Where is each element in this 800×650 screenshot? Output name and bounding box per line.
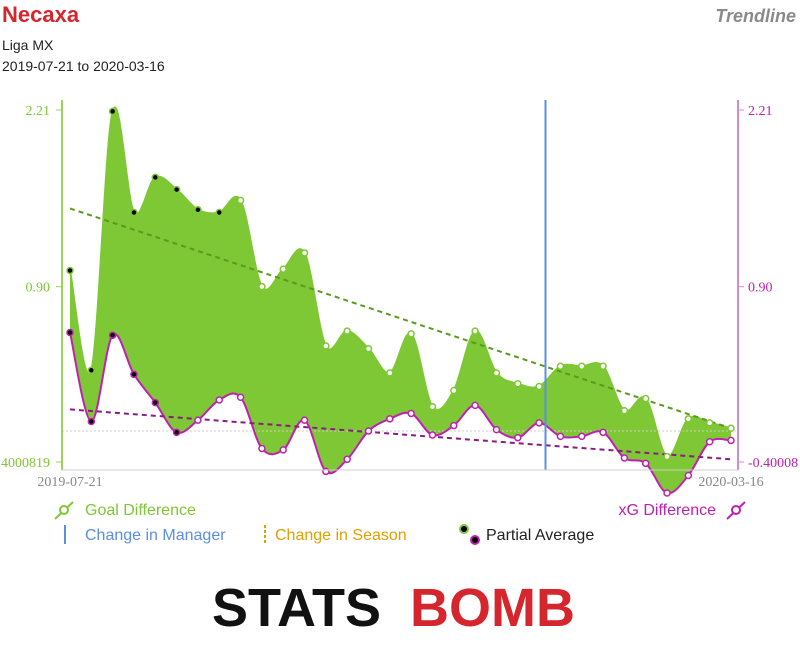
goal-difference-point — [641, 394, 650, 403]
xg-difference-point — [450, 421, 458, 430]
goal-difference-point — [620, 406, 629, 415]
xg-difference-point — [620, 454, 629, 462]
legend-goal-difference: Goal Difference — [85, 502, 196, 519]
xg-difference-point — [130, 370, 138, 379]
xg-difference-point — [322, 467, 330, 476]
xg-difference-point — [194, 416, 202, 424]
xg-difference-point — [258, 444, 266, 453]
legend: Goal Difference xG Difference Change in … — [54, 501, 746, 545]
goal-difference-point — [87, 366, 96, 375]
xg-difference-point — [684, 471, 693, 480]
statsbomb-logo: STATS BOMB — [212, 578, 575, 638]
xg-difference-point — [300, 416, 309, 424]
legend-xg-difference-icon — [726, 501, 746, 520]
goal-difference-point — [236, 196, 245, 205]
xg-difference-point — [87, 417, 96, 426]
goal-difference-point — [279, 265, 287, 273]
legend-change-season: Change in Season — [275, 527, 407, 544]
goal-difference-point — [428, 402, 437, 411]
xg-difference-point — [492, 425, 501, 434]
goal-difference-point — [556, 362, 565, 370]
legend-partial-average-icon — [459, 524, 480, 545]
goal-difference-point — [194, 206, 202, 214]
xg-difference-point — [279, 446, 287, 454]
xg-difference-point — [66, 328, 74, 337]
goal-difference-point — [535, 382, 543, 391]
xg-difference-point — [364, 427, 373, 435]
xg-difference-point — [386, 415, 394, 423]
left-tick-label: -0.4000819 — [0, 456, 50, 471]
xg-difference-point — [641, 459, 650, 468]
goal-difference-point — [492, 369, 501, 377]
goal-difference-point — [450, 386, 458, 395]
goal-difference-point — [215, 208, 224, 217]
xg-difference-point — [236, 393, 245, 402]
goal-difference-point — [151, 173, 160, 182]
right-tick-label: 0.90 — [748, 281, 773, 296]
team-title: Necaxa — [2, 2, 80, 27]
logo-bomb: BOMB — [410, 578, 575, 638]
goal-difference-point — [727, 424, 735, 433]
goal-difference-trendline — [69, 207, 732, 430]
xg-difference-point — [535, 419, 543, 427]
xg-difference-point — [407, 409, 415, 418]
goal-difference-point — [322, 342, 330, 350]
xg-difference-point — [471, 401, 479, 410]
x-tick-end: 2020-03-16 — [698, 475, 763, 490]
xg-difference-point — [343, 455, 351, 464]
left-tick-label: 0.90 — [26, 281, 51, 296]
xg-difference-point — [727, 436, 735, 445]
goal-difference-point — [386, 369, 394, 377]
xg-difference-point — [172, 428, 181, 437]
competition-label: Liga MX — [2, 37, 54, 53]
right-tick-label: 2.21 — [748, 104, 773, 119]
xg-difference-point — [577, 432, 586, 441]
xg-difference-point — [108, 331, 117, 339]
goal-difference-point — [577, 362, 586, 370]
legend-xg-difference: xG Difference — [618, 502, 716, 519]
trendline-mode-label: Trendline — [715, 6, 796, 26]
xg-difference-point — [556, 432, 565, 441]
goal-difference-line — [69, 106, 732, 458]
right-tick-label: -0.40008 — [748, 456, 798, 471]
goal-difference-point — [258, 282, 266, 291]
logo-stats: STATS — [212, 578, 381, 638]
xg-difference-point — [514, 433, 522, 442]
xg-difference-point — [705, 438, 714, 446]
xg-difference-point — [663, 489, 671, 497]
goal-difference-point — [343, 327, 351, 335]
left-tick-label: 2.21 — [26, 104, 51, 119]
goal-difference-point — [705, 419, 714, 427]
xg-difference-point — [151, 398, 160, 407]
goal-xg-difference-area — [70, 107, 731, 494]
xg-difference-trendline — [69, 408, 732, 461]
goal-difference-point — [407, 330, 415, 338]
goal-difference-point — [364, 344, 373, 353]
legend-goal-difference-icon — [54, 501, 74, 520]
xg-difference-point — [215, 396, 224, 404]
xg-difference-point — [599, 428, 607, 437]
goal-difference-point — [514, 380, 522, 388]
x-tick-start: 2019-07-21 — [37, 475, 102, 490]
goal-difference-point — [663, 452, 671, 461]
legend-partial-average: Partial Average — [486, 527, 594, 544]
goal-difference-point — [471, 327, 479, 335]
goal-difference-point — [130, 208, 138, 217]
goal-difference-point — [172, 185, 181, 194]
goal-difference-point — [300, 249, 309, 257]
legend-change-manager: Change in Manager — [85, 527, 226, 544]
date-range-label: 2019-07-21 to 2020-03-16 — [2, 58, 165, 74]
goal-difference-point — [599, 362, 607, 370]
goal-difference-point — [684, 415, 693, 423]
xg-difference-point — [428, 431, 437, 439]
goal-difference-point — [108, 107, 117, 116]
goal-difference-point — [66, 266, 74, 275]
